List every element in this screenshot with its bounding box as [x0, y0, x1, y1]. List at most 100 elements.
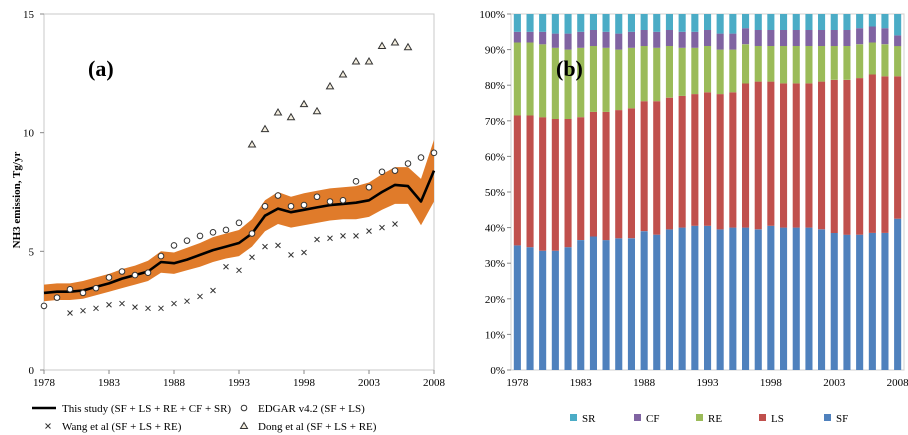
bar-sr: [716, 14, 724, 34]
y-tick-label: 90%: [485, 45, 505, 57]
bar-cf: [894, 35, 902, 47]
bar-cf: [513, 31, 521, 43]
bar-cf: [716, 33, 724, 50]
bar-sr: [881, 14, 889, 29]
marker-circle: [248, 230, 256, 237]
y-tick-label: 0: [29, 365, 35, 377]
bar-sr: [818, 14, 826, 30]
marker-triangle: [247, 140, 257, 148]
bar-re: [526, 42, 534, 116]
bar-ls: [780, 83, 788, 228]
legend-marker-triangle: [239, 421, 249, 429]
this-study-line: [43, 170, 436, 295]
bar-ls: [615, 110, 623, 239]
marker-circle: [66, 286, 74, 293]
bar-cf: [551, 33, 559, 48]
bar-cf: [615, 33, 623, 50]
bar-ls: [830, 79, 838, 234]
bar-ls: [665, 97, 673, 230]
marker-x: [275, 242, 281, 249]
bar-re: [894, 46, 902, 77]
bar-re: [589, 46, 597, 112]
bar-sr: [640, 14, 648, 30]
bar-cf: [539, 31, 547, 45]
bar-re: [551, 47, 559, 119]
bar-sf: [754, 229, 762, 370]
marker-triangle: [260, 124, 270, 133]
bar-sr: [830, 14, 838, 30]
y-tick-label: 20%: [485, 294, 505, 306]
bar-ls: [729, 92, 737, 228]
x-tick-label: 2003: [358, 377, 381, 389]
bar-ls: [843, 79, 851, 235]
bar-cf: [602, 31, 610, 48]
x-tick-label: 1988: [163, 377, 186, 389]
bar-ls: [754, 81, 762, 230]
bar-sr: [742, 14, 750, 29]
bar-sf: [704, 225, 712, 370]
y-tick-label: 50%: [485, 187, 505, 199]
x-tick-label: 1978: [506, 377, 529, 389]
chart-a-y-axis-label: NH3 emission, Tg/yr: [11, 152, 23, 249]
bar-sf: [881, 232, 889, 370]
x-tick-label: 1993: [228, 377, 251, 389]
bar-sr: [894, 14, 902, 36]
y-tick-label: 100%: [479, 9, 505, 21]
x-tick-label: 1998: [760, 377, 783, 389]
bar-sr: [589, 14, 597, 30]
x-tick-label: 1988: [633, 377, 656, 389]
bar-cf: [881, 28, 889, 45]
marker-circle: [131, 271, 139, 279]
bar-ls: [513, 115, 521, 246]
bar-cf: [843, 30, 851, 46]
chart-a-this-study-line: [43, 170, 436, 295]
bar-cf: [830, 30, 838, 46]
bar-re: [742, 44, 750, 84]
marker-x: [119, 300, 125, 307]
bar-sr: [627, 14, 635, 32]
bar-ls: [539, 117, 547, 251]
bar-cf: [653, 31, 661, 48]
bar-cf: [780, 30, 788, 46]
bar-ls: [856, 78, 864, 235]
marker-x: [171, 300, 177, 307]
marker-circle: [261, 202, 269, 210]
bar-cf: [729, 33, 737, 50]
bar-ls: [868, 74, 876, 233]
marker-x: [327, 235, 333, 242]
bar-sr: [665, 14, 673, 30]
marker-circle: [118, 268, 126, 275]
marker-x: [366, 228, 372, 235]
bar-ls: [792, 83, 800, 228]
bar-sr: [602, 14, 610, 32]
x-tick-label: 2003: [823, 377, 846, 389]
bar-sf: [551, 250, 559, 370]
bar-cf: [704, 30, 712, 46]
legend-label: SR: [582, 413, 596, 425]
marker-x: [67, 310, 73, 316]
marker-triangle: [377, 41, 387, 50]
bar-re: [640, 46, 648, 102]
marker-circle: [105, 274, 113, 281]
y-tick-label: 80%: [485, 80, 505, 92]
marker-circle: [404, 160, 412, 167]
marker-x: [340, 233, 346, 239]
marker-circle: [352, 178, 360, 185]
bar-cf: [640, 30, 648, 46]
bar-re: [843, 46, 851, 80]
bar-re: [818, 46, 826, 82]
marker-circle: [209, 229, 217, 236]
marker-circle: [300, 201, 308, 209]
bar-sr: [843, 14, 851, 30]
bar-re: [704, 46, 712, 93]
bar-sf: [729, 227, 737, 370]
bar-ls: [881, 76, 889, 233]
bar-re: [780, 46, 788, 84]
bar-re: [564, 49, 572, 119]
bar-ls: [818, 81, 826, 230]
bar-cf: [577, 31, 585, 48]
bar-cf: [856, 28, 864, 45]
marker-circle: [287, 202, 295, 210]
bar-re: [577, 47, 585, 118]
